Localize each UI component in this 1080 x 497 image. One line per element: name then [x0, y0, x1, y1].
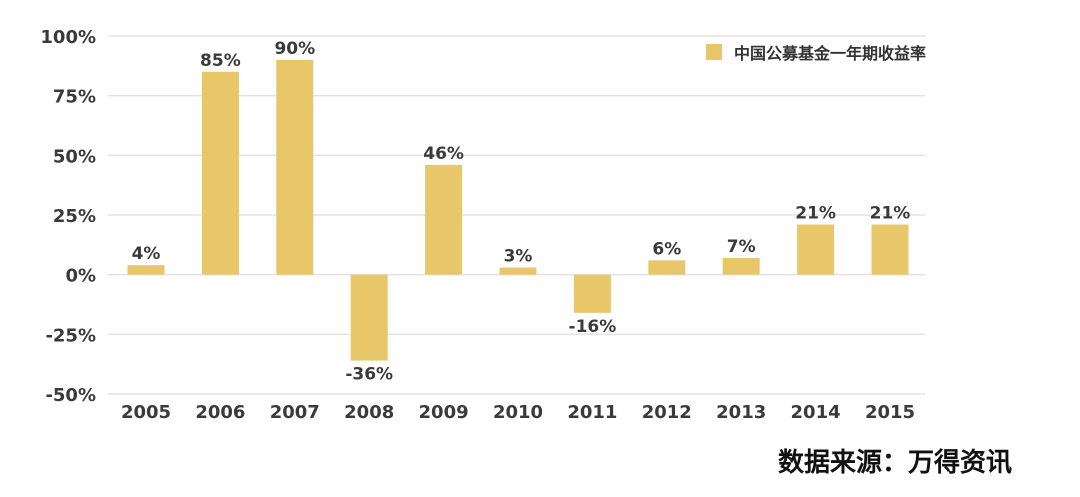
- data-label: 3%: [504, 247, 533, 267]
- bar: [425, 164, 463, 275]
- y-tick-label: 100%: [40, 27, 96, 48]
- bar: [797, 224, 835, 275]
- bar: [648, 260, 686, 275]
- data-label: -36%: [345, 365, 393, 385]
- data-label: 85%: [200, 51, 241, 71]
- data-labels: 4% 85% 90% -36% 46% 3% -16% 6% 7% 21% 21%: [132, 39, 911, 385]
- bar: [350, 274, 388, 361]
- legend-label: 中国公募基金一年期收益率: [734, 44, 926, 63]
- data-label: 4%: [132, 244, 161, 264]
- source-note: 数据来源：万得资讯: [778, 448, 1012, 478]
- data-label: 7%: [727, 237, 756, 257]
- x-tick-label: 2009: [419, 402, 469, 423]
- bar: [499, 267, 537, 275]
- x-axis-ticks: 2005 2006 2007 2008 2009 2010 2011 2012 2013 2014…: [121, 402, 915, 423]
- y-tick-label: 50%: [53, 146, 96, 167]
- y-tick-label: 25%: [53, 206, 96, 227]
- data-label: -16%: [569, 317, 617, 337]
- x-tick-label: 2005: [121, 402, 171, 423]
- x-tick-label: 2013: [716, 402, 766, 423]
- bar: [127, 265, 165, 275]
- x-tick-label: 2014: [791, 402, 841, 423]
- y-axis-ticks: 100% 75% 50% 25% 0% -25% -50%: [40, 27, 96, 406]
- bar: [276, 59, 314, 275]
- legend: 中国公募基金一年期收益率: [706, 44, 926, 63]
- bar: [573, 274, 611, 313]
- data-label: 6%: [652, 239, 681, 259]
- x-tick-label: 2015: [865, 402, 915, 423]
- data-label: 46%: [423, 144, 464, 164]
- bars: [127, 59, 909, 361]
- x-tick-label: 2007: [270, 402, 320, 423]
- data-label: 21%: [795, 204, 836, 224]
- data-label: 21%: [870, 204, 911, 224]
- x-tick-label: 2012: [642, 402, 692, 423]
- bar: [871, 224, 909, 275]
- y-tick-label: 0%: [65, 266, 96, 287]
- x-tick-label: 2008: [344, 402, 394, 423]
- x-tick-label: 2011: [567, 402, 617, 423]
- y-tick-label: -50%: [45, 385, 96, 406]
- bar: [722, 257, 760, 275]
- bar: [201, 71, 239, 275]
- legend-swatch: [706, 44, 722, 60]
- data-label: 90%: [274, 39, 315, 59]
- x-tick-label: 2010: [493, 402, 543, 423]
- y-tick-label: -25%: [45, 325, 96, 346]
- y-tick-label: 75%: [53, 87, 96, 108]
- x-tick-label: 2006: [195, 402, 245, 423]
